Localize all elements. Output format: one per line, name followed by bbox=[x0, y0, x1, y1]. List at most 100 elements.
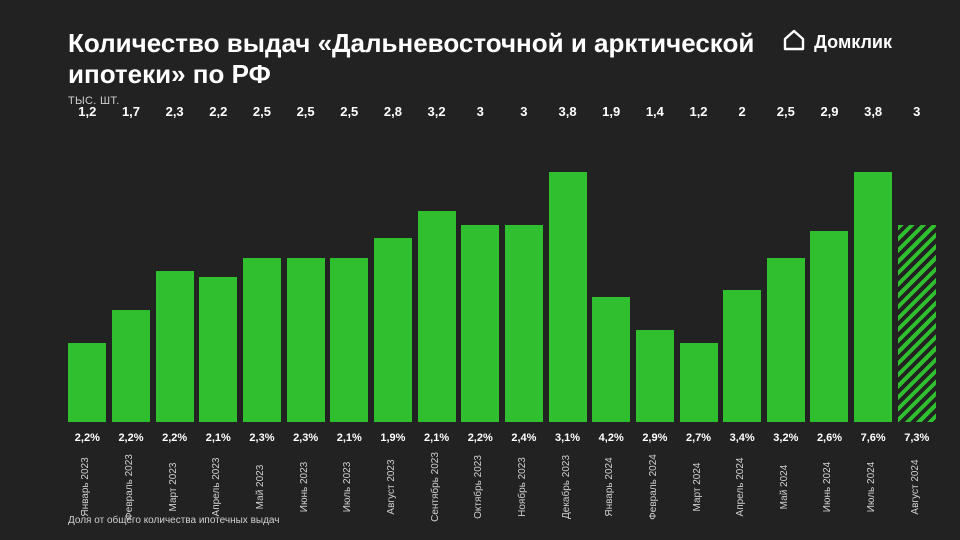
bar-percent-label: 2,2% bbox=[75, 432, 100, 446]
bar-wrap bbox=[286, 125, 325, 422]
bar-wrap bbox=[461, 125, 500, 422]
bar-value-label: 2,5 bbox=[253, 104, 271, 119]
bar-value-label: 1,2 bbox=[689, 104, 707, 119]
bar-wrap bbox=[897, 125, 936, 422]
bar-column: 23,4%Апрель 2024 bbox=[723, 104, 762, 494]
bar-value-label: 2,8 bbox=[384, 104, 402, 119]
bar-column: 3,22,1%Сентябрь 2023 bbox=[417, 104, 456, 494]
bar-x-label: Апрель 2024 bbox=[735, 480, 749, 494]
brand-logo: Домклик bbox=[782, 28, 892, 57]
bar-value-label: 1,7 bbox=[122, 104, 140, 119]
bar-value-label: 1,2 bbox=[78, 104, 96, 119]
bar-wrap bbox=[330, 125, 369, 422]
bar-x-label: Февраль 2024 bbox=[648, 480, 662, 494]
bar-percent-label: 3,4% bbox=[730, 432, 755, 446]
bar-wrap bbox=[679, 125, 718, 422]
bar-wrap bbox=[68, 125, 107, 422]
bar-value-label: 1,9 bbox=[602, 104, 620, 119]
bar-percent-label: 1,9% bbox=[380, 432, 405, 446]
bar-value-label: 2,9 bbox=[820, 104, 838, 119]
bar bbox=[199, 277, 237, 422]
bar bbox=[636, 330, 674, 422]
bar-wrap bbox=[810, 125, 849, 422]
chart-title: Количество выдач «Дальневосточной и аркт… bbox=[68, 28, 768, 89]
bar-wrap bbox=[417, 125, 456, 422]
bar-hatched bbox=[898, 225, 936, 422]
bar bbox=[592, 297, 630, 422]
bar-wrap bbox=[767, 125, 806, 422]
bar bbox=[810, 231, 848, 422]
bar-x-label: Май 2023 bbox=[255, 480, 269, 494]
bar-x-label: Август 2024 bbox=[910, 480, 924, 494]
bar-x-label: Январь 2023 bbox=[80, 480, 94, 494]
title-block: Количество выдач «Дальневосточной и аркт… bbox=[68, 28, 768, 107]
bar-value-label: 2,5 bbox=[777, 104, 795, 119]
bar bbox=[68, 343, 106, 422]
bar-column: 1,9 4,2% Январь 2024 bbox=[592, 104, 631, 494]
bar bbox=[680, 343, 718, 422]
bar-column: 2,8 1,9% Август 2023 bbox=[374, 104, 413, 494]
bar-x-label: Июль 2024 bbox=[866, 480, 880, 494]
bar-value-label: 3,8 bbox=[559, 104, 577, 119]
bar bbox=[767, 258, 805, 422]
bar-value-label: 2,3 bbox=[166, 104, 184, 119]
bar-percent-label: 2,2% bbox=[468, 432, 493, 446]
bar-wrap bbox=[505, 125, 544, 422]
bar-percent-label: 2,1% bbox=[424, 432, 449, 446]
bar-column: 1,2 2,2% Январь 2023 bbox=[68, 104, 107, 494]
bar bbox=[723, 290, 761, 422]
bar bbox=[461, 225, 499, 422]
bar-column: 2,5 2,1% Июль 2023 bbox=[330, 104, 369, 494]
bar bbox=[156, 271, 194, 422]
bar-percent-label: 7,6% bbox=[861, 432, 886, 446]
bar-x-label: Март 2023 bbox=[168, 480, 182, 494]
bar-x-label: Июль 2023 bbox=[342, 480, 356, 494]
bar-column: 37,3%Август 2024 bbox=[897, 104, 936, 494]
bar-percent-label: 2,6% bbox=[817, 432, 842, 446]
bar-percent-label: 2,3% bbox=[249, 432, 274, 446]
bar bbox=[854, 172, 892, 422]
bar-x-label: Ноябрь 2023 bbox=[517, 480, 531, 494]
bar-column: 2,53,2%Май 2024 bbox=[767, 104, 806, 494]
bar-x-label: Май 2024 bbox=[779, 480, 793, 494]
bar bbox=[374, 238, 412, 422]
bar-value-label: 3 bbox=[520, 104, 527, 119]
bar-x-label: Декабрь 2023 bbox=[561, 480, 575, 494]
bar-chart: 1,2 2,2% Январь 2023 1,7 2,2% Февраль 2023 2,3… bbox=[68, 104, 936, 494]
bar-x-label: Апрель 2023 bbox=[211, 480, 225, 494]
bar-x-label: Июнь 2023 bbox=[299, 480, 313, 494]
bar-value-label: 2,5 bbox=[340, 104, 358, 119]
bar-value-label: 1,4 bbox=[646, 104, 664, 119]
bar-x-label: Январь 2024 bbox=[604, 480, 618, 494]
bar-wrap bbox=[199, 125, 238, 422]
footnote: Доля от общего количества ипотечных выда… bbox=[68, 515, 279, 526]
bar-column: 3,8 3,1% Декабрь 2023 bbox=[548, 104, 587, 494]
bar-column: 32,2%Октябрь 2023 bbox=[461, 104, 500, 494]
bar-percent-label: 2,1% bbox=[337, 432, 362, 446]
bar bbox=[112, 310, 150, 422]
bar bbox=[330, 258, 368, 422]
bar-percent-label: 3,1% bbox=[555, 432, 580, 446]
bar-value-label: 3,2 bbox=[428, 104, 446, 119]
bar-column: 2,3 2,2% Март 2023 bbox=[155, 104, 194, 494]
bar-x-label: Февраль 2023 bbox=[124, 480, 138, 494]
bar-wrap bbox=[854, 125, 893, 422]
bar-percent-label: 2,1% bbox=[206, 432, 231, 446]
bar-wrap bbox=[548, 125, 587, 422]
bar-column: 2,5 2,3% Май 2023 bbox=[243, 104, 282, 494]
bar-x-label: Июнь 2024 bbox=[822, 480, 836, 494]
bar-column: 2,22,1%Апрель 2023 bbox=[199, 104, 238, 494]
bar-wrap bbox=[155, 125, 194, 422]
bar-percent-label: 2,2% bbox=[162, 432, 187, 446]
bar-wrap bbox=[636, 125, 675, 422]
bar-x-label: Август 2023 bbox=[386, 480, 400, 494]
house-icon bbox=[782, 28, 806, 57]
bar-column: 3,87,6%Июль 2024 bbox=[854, 104, 893, 494]
bar-percent-label: 4,2% bbox=[599, 432, 624, 446]
bar-column: 32,4%Ноябрь 2023 bbox=[505, 104, 544, 494]
bar bbox=[505, 225, 543, 422]
bar-column: 2,9 2,6% Июнь 2024 bbox=[810, 104, 849, 494]
bar-percent-label: 2,7% bbox=[686, 432, 711, 446]
bar-wrap bbox=[592, 125, 631, 422]
bar-percent-label: 7,3% bbox=[904, 432, 929, 446]
